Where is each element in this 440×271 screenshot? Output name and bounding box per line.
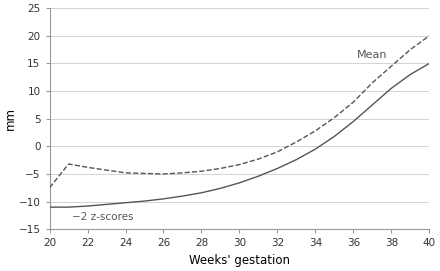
Text: Mean: Mean xyxy=(357,50,388,60)
X-axis label: Weeks' gestation: Weeks' gestation xyxy=(189,254,290,267)
Text: −2 z-scores: −2 z-scores xyxy=(72,212,134,222)
Y-axis label: mm: mm xyxy=(4,107,17,130)
